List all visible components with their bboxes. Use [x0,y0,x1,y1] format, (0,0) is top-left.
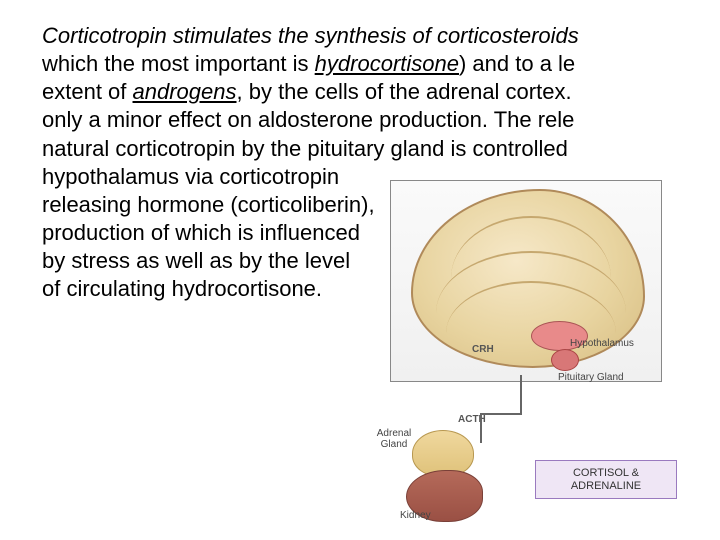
line3a: extent of [42,79,133,104]
flow-line [480,413,522,415]
pituitary-shape [551,349,579,371]
hydrocortisone-term: hydrocortisone [315,51,459,76]
line2a: which the most important is [42,51,315,76]
line10: of circulating hydrocortisone. [42,276,322,301]
line6: hypothalamus via corticotropin [42,164,339,189]
line3b: , by the cells of the adrenal cortex. [237,79,572,104]
flow-line [480,413,482,443]
line4: only a minor effect on aldosterone produ… [42,107,574,132]
androgens-term: androgens [133,79,237,104]
flow-line [520,375,522,415]
adrenal-label: Adrenal Gland [370,428,418,450]
pituitary-label: Pituitary Gland [558,372,624,383]
crh-label: CRH [472,344,494,355]
kidney-label: Kidney [400,510,431,521]
line9: by stress as well as by the level [42,248,350,273]
line2b: ) and to a le [459,51,575,76]
line1-italic: Corticotropin stimulates the synthesis o… [42,23,579,48]
line7: releasing hormone (corticoliberin), [42,192,375,217]
brain-panel [390,180,662,382]
line5: natural corticotropin by the pituitary g… [42,136,568,161]
line8: production of which is influenced [42,220,360,245]
hypothalamus-label: Hypothalamus [570,338,634,349]
result-box: CORTISOL & ADRENALINE [535,460,677,499]
hpa-axis-diagram: CRH Hypothalamus Pituitary Gland ACTH Ad… [350,180,690,520]
